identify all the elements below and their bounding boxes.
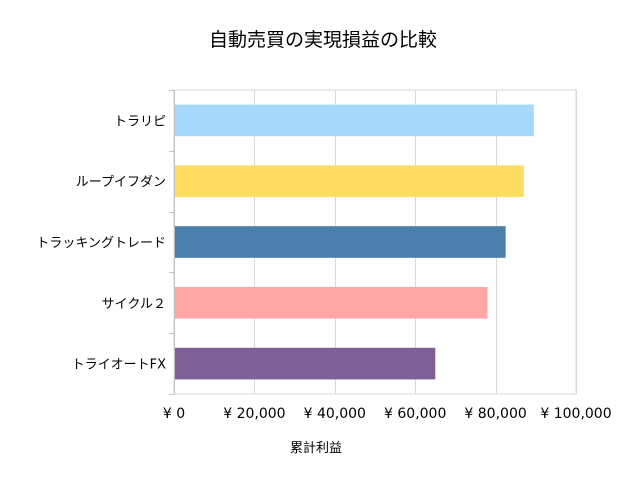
x-tick-label-6: ¥ 100,000 [540, 406, 611, 422]
bar-3 [175, 226, 506, 258]
x-tick-label-3: ¥ 40,000 [304, 406, 366, 422]
bar-4 [175, 286, 488, 319]
bar-2 [175, 165, 524, 198]
bar-5 [175, 347, 436, 380]
category-label-3: トラッキングトレード [36, 236, 166, 251]
category-label-4: サイクル２ [102, 297, 166, 312]
bar-1 [175, 104, 534, 137]
x-axis-title: 累計利益 [290, 440, 342, 456]
x-tick-label-5: ¥ 80,000 [464, 406, 526, 422]
category-label-1: トラリピ [114, 114, 166, 129]
x-tick-label-1: ¥ 0 [163, 406, 185, 422]
x-tick-label-4: ¥ 60,000 [384, 406, 446, 422]
category-label-2: ループイフダン [76, 175, 166, 190]
x-tick-label-2: ¥ 20,000 [223, 406, 285, 422]
category-label-5: トライオートFX [72, 358, 166, 373]
chart-title: 自動売買の実現損益の比較 [209, 29, 437, 51]
